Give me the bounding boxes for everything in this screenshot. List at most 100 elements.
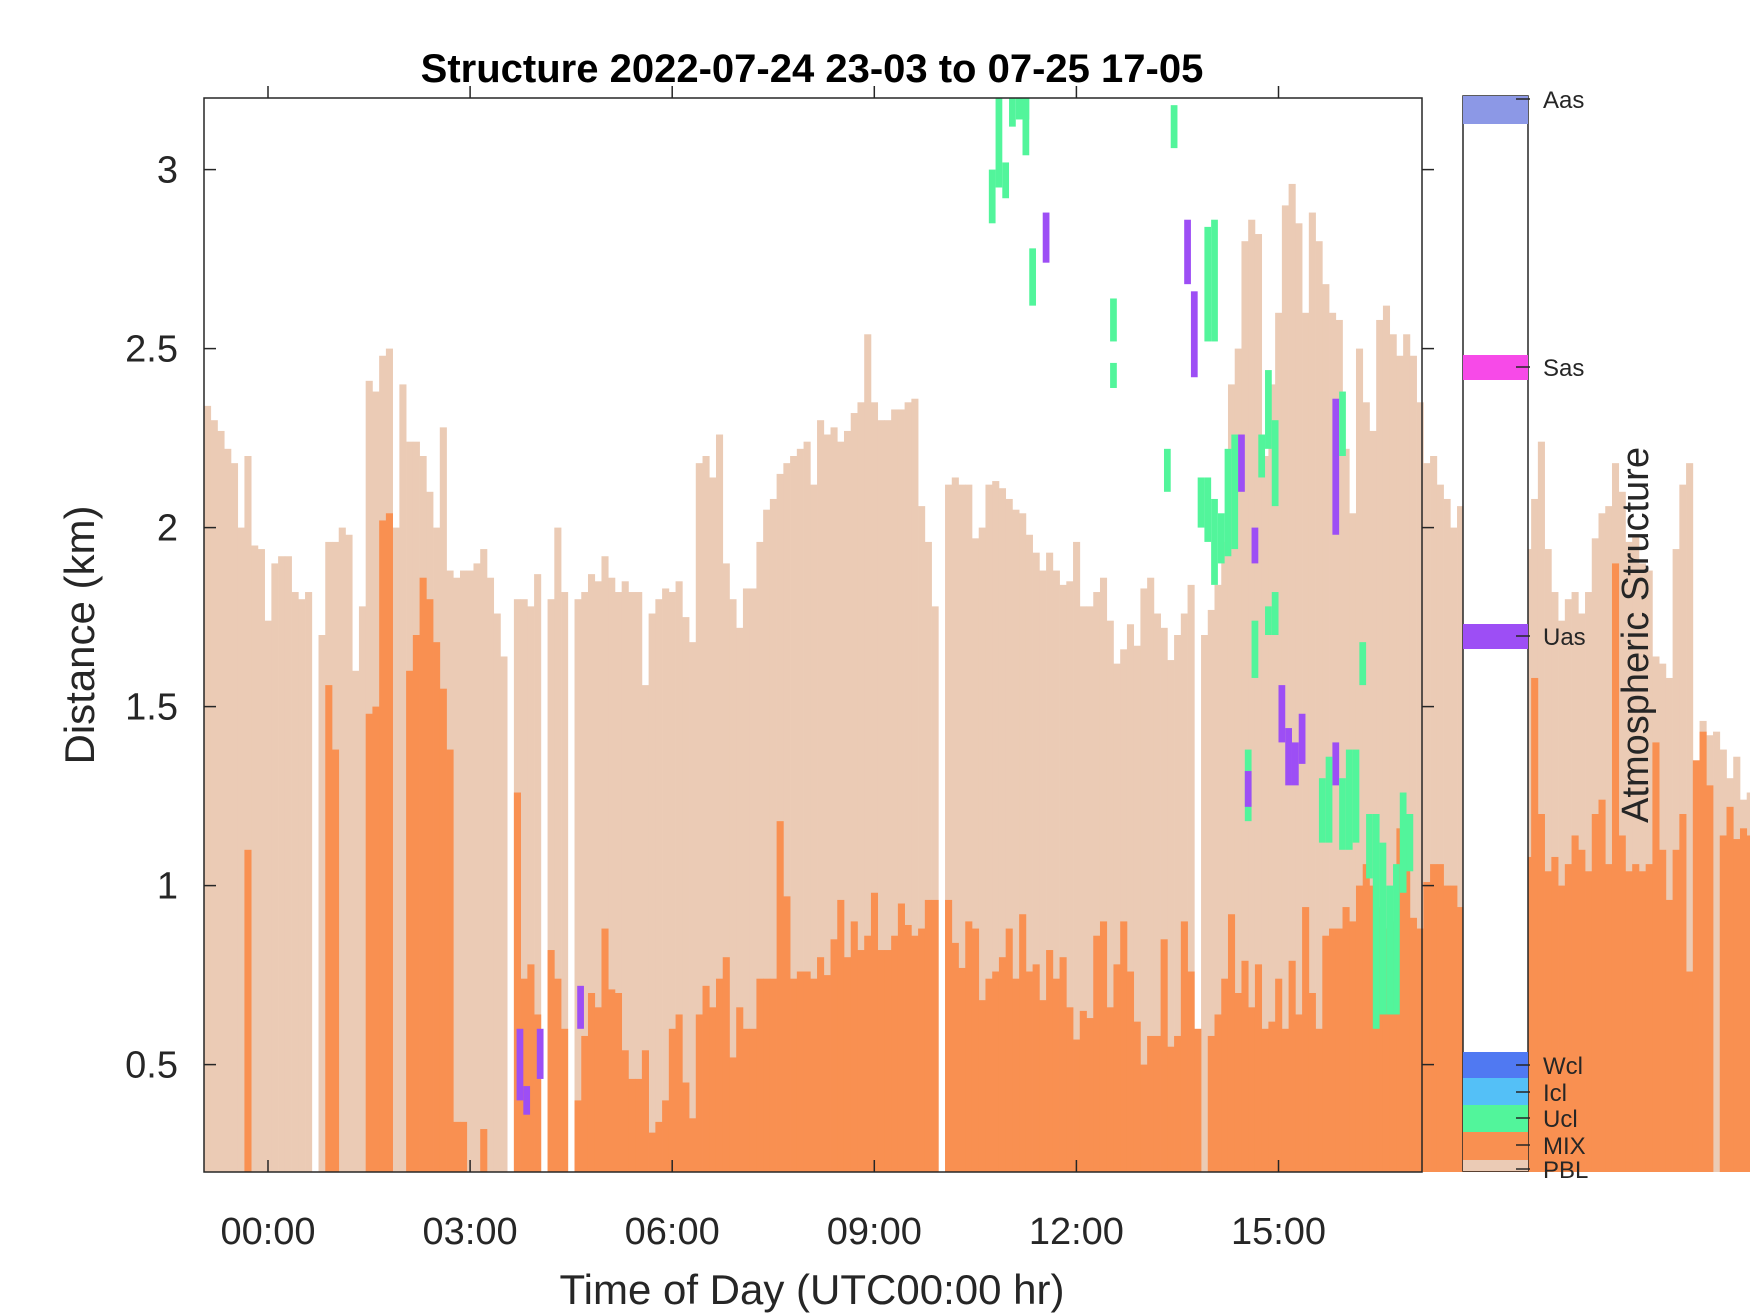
overlay-ucl-16 [1163,448,1171,492]
bar-pbl-126 [1052,570,1060,1172]
bar-mix-159 [1275,978,1283,1172]
bar-pbl-99 [870,402,879,1172]
bar-mix-207 [1598,799,1606,1172]
bar-mix-222 [1699,731,1707,1172]
bar-mix-64 [635,1078,643,1172]
bar-mix-84 [769,978,777,1172]
bar-mix-107 [924,899,932,1172]
colorbar-label-sas: Sas [1543,355,1584,382]
overlay-ucl-14 [1110,362,1117,388]
bar-pbl-164 [1308,212,1316,1172]
overlay-ucl-8 [1015,98,1023,120]
bar-mix-133 [1099,921,1108,1172]
bar-pbl-69 [668,592,676,1172]
bar-pbl-210 [1618,491,1626,1172]
bar-mix-67 [655,1121,663,1172]
bar-mix-59 [601,928,609,1172]
bar-mix-200 [1551,856,1559,1172]
overlay-ucl-15 [1170,105,1178,149]
bar-pbl-94 [837,441,845,1172]
bar-mix-111 [951,942,959,1172]
bar-mix-135 [1113,964,1121,1172]
bar-mix-60 [608,989,616,1172]
bar-pbl-58 [594,581,602,1172]
bar-mix-161 [1288,960,1296,1172]
bar-pbl-161 [1288,183,1296,1173]
bar-mix-97 [857,950,865,1172]
bar-mix-98 [864,935,872,1172]
bar-pbl-78 [729,599,737,1172]
bar-pbl-137 [1126,624,1135,1172]
x-axis-label: Time of Day (UTC00:00 hr) [560,1266,1065,1313]
bar-mix-142 [1160,939,1168,1172]
bar-pbl-180 [1416,402,1424,1172]
bar-pbl-8 [257,549,265,1172]
bar-mix-220 [1686,971,1694,1172]
overlay-ucl-7 [1009,98,1016,127]
bar-mix-152 [1227,914,1236,1172]
overlay-uas-27 [1238,434,1245,492]
bar-mix-181 [1423,882,1431,1172]
bar-mix-171 [1355,885,1364,1172]
bar-mix-132 [1093,935,1101,1172]
bar-mix-137 [1126,971,1135,1172]
overlay-ucl-56 [1406,814,1414,872]
bar-mix-120 [1012,978,1020,1172]
bar-mix-174 [1376,907,1384,1172]
bar-mix-30 [406,670,414,1172]
bar-mix-115 [978,1000,986,1172]
x-axis: 00:00 03:00 06:00 09:00 12:00 15:00 [220,86,1326,1253]
bar-mix-76 [715,978,724,1172]
bar-pbl-12 [284,556,292,1172]
bar-mix-35 [439,688,447,1172]
bar-pbl-3 [224,448,232,1173]
overlay-ucl-52 [1379,842,1387,1015]
bar-mix-229 [1746,835,1750,1172]
bar-pbl-65 [641,685,649,1172]
bar-pbl-116 [985,484,993,1172]
overlay-uas-29 [1244,771,1252,807]
bar-pbl-75 [709,477,717,1173]
bar-pbl-53 [561,592,569,1172]
bar-pbl-119 [1005,498,1013,1173]
bar-mix-130 [1079,1010,1087,1172]
bar-mix-178 [1403,842,1411,1172]
bar-mix-147 [1194,1028,1202,1172]
bar-pbl-15 [305,592,313,1172]
overlay-ucl-6 [1002,162,1010,199]
bar-mix-47 [520,978,528,1172]
bar-pbl-183 [1436,484,1444,1172]
bar-pbl-165 [1315,241,1323,1172]
bar-pbl-74 [702,456,710,1172]
bar-mix-69 [668,1028,676,1172]
bar-mix-225 [1719,835,1727,1172]
overlay-uas-1 [523,1086,531,1115]
bar-pbl-174 [1376,319,1384,1173]
bar-pbl-118 [998,488,1007,1173]
bar-pbl-61 [614,592,623,1172]
bar-mix-104 [904,924,912,1172]
bar-pbl-140 [1147,577,1155,1172]
overlay-ucl-31 [1258,434,1266,478]
bar-mix-158 [1268,1021,1276,1172]
bar-mix-72 [689,1118,697,1172]
bar-pbl-84 [769,498,777,1173]
bar-pbl-184 [1443,498,1451,1173]
bar-mix-49 [534,1014,542,1172]
overlay-ucl-51 [1372,814,1380,1029]
bar-mix-118 [998,957,1007,1172]
bar-pbl-81 [749,588,757,1172]
colorbar-label-pbl: PBL [1543,1157,1588,1184]
overlay-uas-3 [577,985,584,1029]
bar-pbl-9 [264,620,272,1172]
bar-pbl-11 [278,556,286,1172]
bar-pbl-150 [1214,584,1222,1172]
bar-mix-34 [433,642,441,1172]
bar-pbl-95 [843,430,852,1172]
bar-mix-68 [662,1100,670,1172]
bar-pbl-23 [358,606,367,1172]
bar-pbl-100 [877,420,885,1172]
bar-pbl-4 [230,463,239,1172]
